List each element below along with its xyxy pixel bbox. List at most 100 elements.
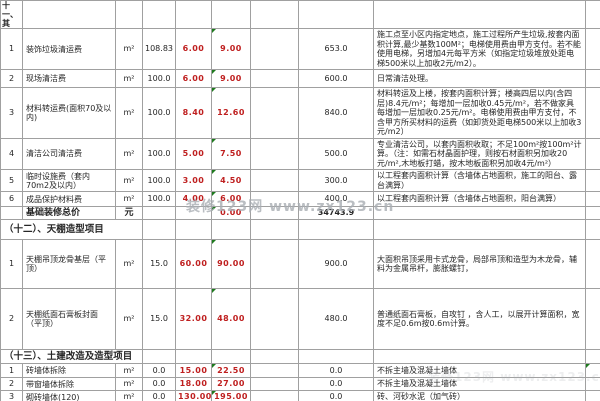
section-13-title: （十三）、土建改造及造型项目 <box>0 349 143 364</box>
section-12-header-row: （十二）、天棚造型项目 <box>0 219 600 240</box>
cell-amount: 653.0 <box>298 28 374 70</box>
cell-edge <box>585 69 600 88</box>
cell-edge <box>585 377 600 391</box>
table-row: 6 成品保护材料费 m² 100.0 4.00 6.00 400.0 以工程套内… <box>0 191 600 207</box>
cell-unit: m² <box>115 363 143 378</box>
cell-remark: 大面积吊顶采用卡式龙骨，局部吊顶和造型为木龙骨，辅料为金属吊杆，膨胀螺钉， <box>373 239 586 289</box>
cell-edge <box>585 219 600 240</box>
cell-blank <box>298 349 374 364</box>
cell-edge <box>585 191 600 207</box>
cell-blank <box>250 239 299 289</box>
cell-price1: 15.00 <box>175 363 212 378</box>
cell-num: 2 <box>0 69 23 88</box>
cell-price1: 6.00 <box>175 28 212 70</box>
cell-price1: 130.00 <box>175 390 212 401</box>
section-13-header-row: （十三）、土建改造及造型项目 <box>0 349 600 364</box>
cell-edge <box>585 206 600 220</box>
cell-price2: 48.00 <box>211 288 251 350</box>
cell-remark: 施工点至小区内指定地点，施工过程所产生垃圾,按套内面积计算,最少基数100M²；… <box>373 28 586 70</box>
subtotal-unit: 元 <box>115 206 143 220</box>
cell-amount: 500.0 <box>298 137 374 170</box>
cell-blank <box>175 0 212 29</box>
cell-remark: 砖、河砂水泥（加气砖） <box>373 390 586 401</box>
cell-blank <box>115 0 143 29</box>
cell-blank <box>211 219 251 240</box>
table-row: 1 天棚吊顶龙骨基层（平顶） m² 15.0 60.00 90.00 900.0… <box>0 239 600 289</box>
cell-blank <box>22 0 116 29</box>
cell-amount: 300.0 <box>298 169 374 192</box>
cell-blank <box>142 0 176 29</box>
cell-qty: 100.0 <box>142 191 176 207</box>
cell-edge <box>585 87 600 139</box>
cell-blank <box>250 377 299 391</box>
cell-price2: 90.00 <box>211 239 251 289</box>
cell-num: 3 <box>0 87 23 139</box>
cell-price2: 9.00 <box>211 69 251 88</box>
cell-price2: 9.00 <box>211 28 251 70</box>
cell-num: 4 <box>0 137 23 170</box>
cell-qty: 100.0 <box>142 87 176 139</box>
cell-unit: m² <box>115 288 143 350</box>
cell-price2: 6.00 <box>211 191 251 207</box>
cell-blank <box>373 206 586 220</box>
cell-price2: 195.00 <box>211 390 251 401</box>
cell-remark: 以工程套内面积计算（含墙体占地面积，施工的阳台、露台满算） <box>373 169 586 192</box>
cell-price1: 32.00 <box>175 288 212 350</box>
section-11-title: 十一、其 <box>0 0 23 29</box>
cell-edge <box>585 169 600 192</box>
cell-blank <box>373 219 586 240</box>
cell-edge <box>585 349 600 364</box>
cell-price1: 4.00 <box>175 191 212 207</box>
cell-blank <box>175 219 212 240</box>
cell-blank <box>142 349 176 364</box>
cell-blank <box>175 349 212 364</box>
subtotal-amount: 34743.9 <box>298 206 374 220</box>
cell-name: 清洁公司清洁费 <box>22 137 116 170</box>
subtotal-price: 0.00 <box>211 206 251 220</box>
cell-price1: 18.00 <box>175 377 212 391</box>
cell-blank <box>250 191 299 207</box>
cell-name: 天棚吊顶龙骨基层（平顶） <box>22 239 116 289</box>
cell-blank <box>250 206 299 220</box>
cell-remark: 日常清洁处理。 <box>373 69 586 88</box>
cell-unit: m² <box>115 28 143 70</box>
cell-amount: 480.0 <box>298 288 374 350</box>
cell-blank <box>250 363 299 378</box>
cell-price2: 12.60 <box>211 87 251 139</box>
cell-blank <box>298 219 374 240</box>
cell-qty: 15.0 <box>142 239 176 289</box>
cell-price1: 6.00 <box>175 69 212 88</box>
cell-price1: 5.00 <box>175 137 212 170</box>
cell-blank <box>211 349 251 364</box>
cell-edge <box>585 0 600 29</box>
cell-name: 天棚纸面石膏板封面（平顶） <box>22 288 116 350</box>
cell-edge <box>585 288 600 350</box>
cell-unit: m² <box>115 169 143 192</box>
section-12-title: （十二）、天棚造型项目 <box>0 219 143 240</box>
cell-remark: 不拆主墙及混凝土墙体 <box>373 377 586 391</box>
cell-blank <box>250 87 299 139</box>
cell-blank <box>211 0 251 29</box>
subtotal-label: 基础装修总价 <box>22 206 116 220</box>
cell-amount: 600.0 <box>298 69 374 88</box>
table-row: 2 带窗墙体拆除 m² 0.0 18.00 27.00 0.0 不拆主墙及混凝土… <box>0 377 600 391</box>
cell-price2: 22.50 <box>211 363 251 378</box>
cell-amount: 400.0 <box>298 191 374 207</box>
cell-remark: 材料转运及上楼，按套内面积计算；楼高四层以内(含四层)8.4元/m²；每增加一层… <box>373 87 586 139</box>
table-row: 4 清洁公司清洁费 m² 100.0 5.00 7.50 500.0 专业清洁公… <box>0 137 600 170</box>
cell-price2: 27.00 <box>211 377 251 391</box>
cell-remark: 以工程套内面积计算（含墙体占地面积，阳台满算） <box>373 191 586 207</box>
table-row: 1 砖墙体拆除 m² 0.0 15.00 22.50 0.0 不拆主墙及混凝土墙… <box>0 363 600 378</box>
cell-amount: 0.0 <box>298 363 374 378</box>
cell-name: 砖墙体拆除 <box>22 363 116 378</box>
cell-blank <box>142 219 176 240</box>
cell-unit: m² <box>115 87 143 139</box>
cell-num: 1 <box>0 28 23 70</box>
cell-blank <box>250 137 299 170</box>
cell-edge <box>585 28 600 70</box>
cell-blank <box>250 219 299 240</box>
cell-blank <box>250 28 299 70</box>
cell-unit: m² <box>115 239 143 289</box>
